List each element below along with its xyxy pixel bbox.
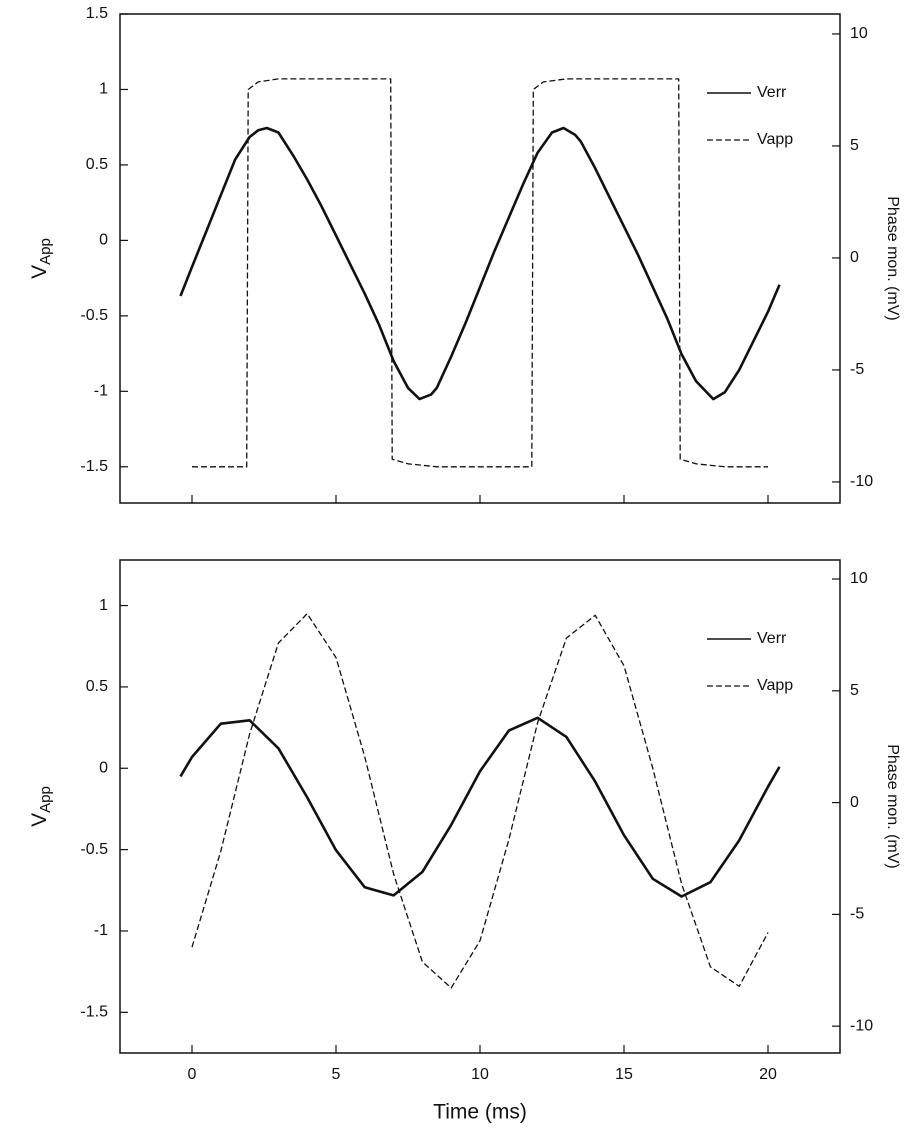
y-axis-label: VApp xyxy=(28,238,54,279)
y-tick-label: 1 xyxy=(99,81,108,98)
y-tick-label: -1 xyxy=(94,383,108,400)
legend-label: Verr xyxy=(757,630,787,647)
y2-tick-label: 10 xyxy=(850,25,868,42)
legend-label: Vapp xyxy=(757,677,793,694)
panel: -1.5 -1 -0.5 0 0.5 1 1.5 -10 -5 0 5 10 VApp Phase mon… xyxy=(28,5,901,504)
y2-axis-label: Phase mon. (mV) xyxy=(884,196,901,320)
y2-tick-label: 0 xyxy=(850,249,859,266)
y-tick-label: 0.5 xyxy=(86,678,108,695)
series-line xyxy=(191,613,769,989)
y2-tick-label: -10 xyxy=(850,473,873,490)
panel: -1.5 -1 -0.5 0 0.5 1 -10 -5 0 5 10 0 5 10 15 20 VApp Phas… xyxy=(28,559,901,1124)
legend-label: Verr xyxy=(757,84,787,101)
series-line xyxy=(192,78,768,468)
y2-tick-label: -5 xyxy=(850,361,864,378)
y-tick-label: -0.5 xyxy=(80,307,108,324)
y2-tick-label: -5 xyxy=(850,906,864,923)
y-tick-label: 0 xyxy=(99,759,108,776)
y-axis-label-main: V xyxy=(28,265,51,279)
y-tick-label: 1 xyxy=(99,597,108,614)
x-tick-label: 10 xyxy=(471,1066,489,1083)
y-axis-label: VApp xyxy=(28,786,54,827)
y2-axis-label: Phase mon. (mV) xyxy=(884,744,901,868)
y-tick-label: 0 xyxy=(99,232,108,249)
series-line xyxy=(179,126,781,401)
y2-tick-label: 5 xyxy=(850,682,859,699)
y-tick-label: -0.5 xyxy=(80,841,108,858)
x-tick-label: 5 xyxy=(332,1066,341,1083)
y-tick-label: 1.5 xyxy=(86,5,108,22)
y-axis-label-main: V xyxy=(28,813,51,827)
plot-frame xyxy=(119,13,841,504)
y-tick-label: -1.5 xyxy=(80,458,108,475)
series-line xyxy=(179,716,781,898)
y2-tick-label: 0 xyxy=(850,794,859,811)
plot-frame xyxy=(119,559,841,1054)
y-tick-label: 0.5 xyxy=(86,156,108,173)
y2-tick-label: 10 xyxy=(850,570,868,587)
x-axis-label: Time (ms) xyxy=(433,1101,527,1124)
legend-label: Vapp xyxy=(757,131,793,148)
x-tick-label: 15 xyxy=(615,1066,633,1083)
y-tick-label: -1 xyxy=(94,922,108,939)
y2-tick-label: 5 xyxy=(850,137,859,154)
y2-tick-label: -10 xyxy=(850,1017,873,1034)
y-tick-label: -1.5 xyxy=(80,1004,108,1021)
y-axis-label-sub: App xyxy=(37,238,54,265)
x-tick-label: 0 xyxy=(188,1066,197,1083)
y-axis-label-sub: App xyxy=(37,786,54,813)
x-tick-label: 20 xyxy=(759,1066,777,1083)
